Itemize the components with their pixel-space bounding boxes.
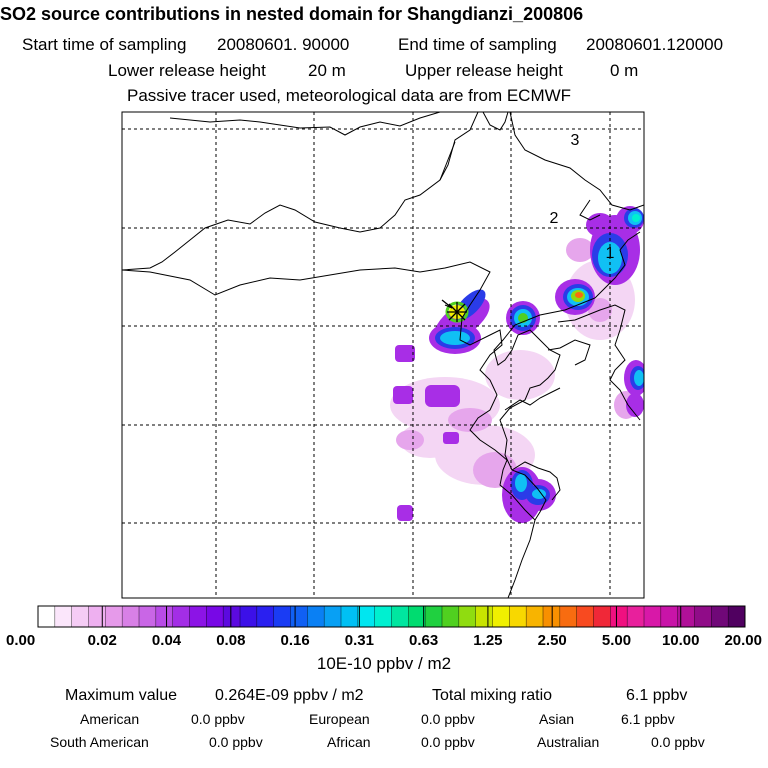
colorbar-swatch (610, 606, 628, 627)
max-value: 0.264E-09 ppbv / m2 (215, 687, 364, 704)
colorbar-tick-label: 0.00 (6, 632, 36, 649)
region-name: Asian (539, 711, 575, 727)
graticule (122, 112, 644, 598)
colorbar-swatch (677, 606, 695, 627)
coastline (122, 112, 644, 598)
total-mixing-value: 6.1 ppbv (626, 687, 688, 704)
marker-label-3: 3 (571, 132, 580, 149)
colorbar-swatch (54, 606, 73, 627)
colorbar-swatch (694, 606, 712, 627)
colorbar-swatch (206, 606, 224, 627)
colorbar-swatch (408, 606, 426, 627)
upper-height-label: Upper release height (405, 61, 563, 80)
colorbar-swatch (88, 606, 106, 627)
page-title: SO2 source contributions in nested domai… (0, 4, 584, 24)
colorbar-swatch (543, 606, 561, 627)
colorbar-swatch (256, 606, 275, 627)
region-value: 0.0 ppbv (651, 734, 705, 750)
lower-height-label: Lower release height (108, 61, 266, 80)
colorbar-swatch (307, 606, 325, 627)
region-name: Australian (537, 734, 600, 750)
colorbar-swatch (711, 606, 729, 627)
colorbar-swatch (357, 606, 376, 627)
region-name: American (80, 711, 140, 727)
region-value: 0.0 ppbv (191, 711, 245, 727)
colorbar-swatch (155, 606, 174, 627)
colorbar-tick-label: 0.02 (87, 632, 117, 649)
colorbar-swatch (273, 606, 291, 627)
region-name: European (309, 711, 370, 727)
colorbar-swatch (290, 606, 308, 627)
colorbar-swatch (660, 606, 679, 627)
colorbar-swatch (627, 606, 645, 627)
colorbar-tick-label: 20.00 (724, 632, 762, 649)
colorbar-swatch (105, 606, 123, 627)
plume-layer (122, 112, 644, 598)
colorbar-swatch (240, 606, 258, 627)
start-time-value: 20080601. 90000 (217, 35, 350, 54)
region-value: 6.1 ppbv (621, 711, 675, 727)
map-frame (121, 111, 645, 599)
colorbar-swatch (341, 606, 359, 627)
colorbar (37, 605, 746, 628)
colorbar-tick-label: 10.00 (661, 632, 700, 649)
region-value: 0.0 ppbv (421, 711, 475, 727)
end-time-label: End time of sampling (398, 35, 557, 54)
colorbar-swatch (425, 606, 443, 627)
colorbar-swatch (122, 606, 140, 627)
tracer-note: Passive tracer used, meteorological data… (127, 86, 572, 105)
colorbar-tick-label: 1.25 (473, 632, 503, 649)
colorbar-swatch (526, 606, 544, 627)
total-mixing-label: Total mixing ratio (432, 687, 553, 704)
marker-label-1: 1 (606, 245, 615, 262)
colorbar-swatch (324, 606, 342, 627)
colorbar-swatch (172, 606, 190, 627)
colorbar-swatch (644, 606, 662, 627)
colorbar-border (37, 605, 746, 628)
colorbar-swatch (492, 606, 510, 627)
colorbar-swatch (71, 606, 89, 627)
colorbar-tick-label: 0.63 (409, 632, 439, 649)
start-time-label: Start time of sampling (22, 35, 187, 54)
colorbar-tick-label: 0.08 (216, 632, 246, 649)
region-value: 0.0 ppbv (209, 734, 263, 750)
station-marker (441, 299, 467, 322)
colorbar-swatch (391, 606, 409, 627)
colorbar-tick-label: 0.16 (280, 632, 310, 649)
colorbar-unit: 10E-10 ppbv / m2 (316, 654, 452, 673)
marker-label-2: 2 (550, 210, 559, 227)
colorbar-swatch (189, 606, 207, 627)
upper-height-value: 0 m (610, 61, 639, 80)
colorbar-swatch (458, 606, 477, 627)
colorbar-swatch (223, 606, 241, 627)
colorbar-swatch (442, 606, 460, 627)
colorbar-swatch (139, 606, 157, 627)
colorbar-swatch (576, 606, 594, 627)
region-value: 0.0 ppbv (421, 734, 475, 750)
colorbar-swatch (38, 606, 56, 627)
region-name: African (327, 734, 371, 750)
colorbar-tick-label: 5.00 (601, 632, 632, 649)
region-name: South American (50, 734, 149, 750)
colorbar-swatch (374, 606, 392, 627)
colorbar-swatch (475, 606, 493, 627)
colorbar-tick-label: 2.50 (537, 632, 567, 649)
colorbar-tick-label: 0.31 (344, 632, 374, 649)
max-value-label: Maximum value (65, 687, 178, 704)
colorbar-tick-label: 0.04 (151, 632, 182, 649)
colorbar-swatch (559, 606, 578, 627)
end-time-value: 20080601.120000 (586, 35, 724, 54)
colorbar-swatch (728, 606, 746, 627)
lower-height-value: 20 m (308, 61, 346, 80)
colorbar-swatch (593, 606, 611, 627)
colorbar-swatch (509, 606, 527, 627)
